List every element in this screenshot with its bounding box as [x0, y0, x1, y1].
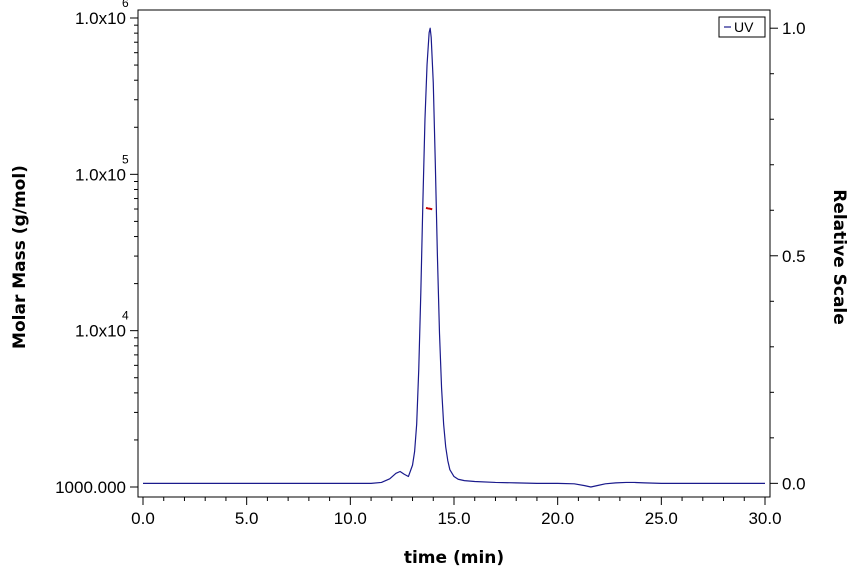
- x-axis-title: time (min): [404, 548, 504, 568]
- y-right-tick-label: 0.5: [782, 247, 806, 266]
- y-axis-right-title: Relative Scale: [829, 189, 849, 325]
- series-line-molar-mass: [425, 206, 433, 211]
- x-tick-label: 30.0: [748, 509, 781, 528]
- plot-area: [137, 9, 771, 498]
- x-tick-label: 0.0: [131, 509, 155, 528]
- x-tick-label: 10.0: [334, 509, 367, 528]
- series-line-uv: [143, 27, 765, 488]
- y-left-tick-exponent: 6: [122, 0, 129, 10]
- y-axis-right: 0.0 0.5 1.0: [770, 19, 806, 493]
- series-group: [143, 27, 765, 488]
- legend-box: [718, 16, 766, 38]
- y-left-tick-label: 1.0x10: [75, 165, 126, 184]
- x-tick-label: 5.0: [235, 509, 259, 528]
- y-right-tick-label: 1.0: [782, 19, 806, 38]
- x-tick-label: 25.0: [645, 509, 678, 528]
- x-axis: 0.0 5.0 10.0 15.0 20.0 25.0 30.0: [131, 497, 782, 528]
- legend: UV: [718, 16, 766, 38]
- legend-label-uv: UV: [734, 19, 754, 35]
- y-left-tick-label: 1000.000: [55, 478, 126, 497]
- y-left-tick-label: 1.0x10: [75, 9, 126, 28]
- y-right-tick-label: 0.0: [782, 474, 806, 493]
- y-left-tick-exponent: 5: [122, 152, 129, 166]
- y-left-tick-exponent: 4: [122, 309, 129, 323]
- y-left-tick-label: 1.0x10: [75, 322, 126, 341]
- x-tick-label: 15.0: [437, 509, 470, 528]
- y-axis-left-title: Molar Mass (g/mol): [10, 165, 30, 349]
- x-tick-label: 20.0: [541, 509, 574, 528]
